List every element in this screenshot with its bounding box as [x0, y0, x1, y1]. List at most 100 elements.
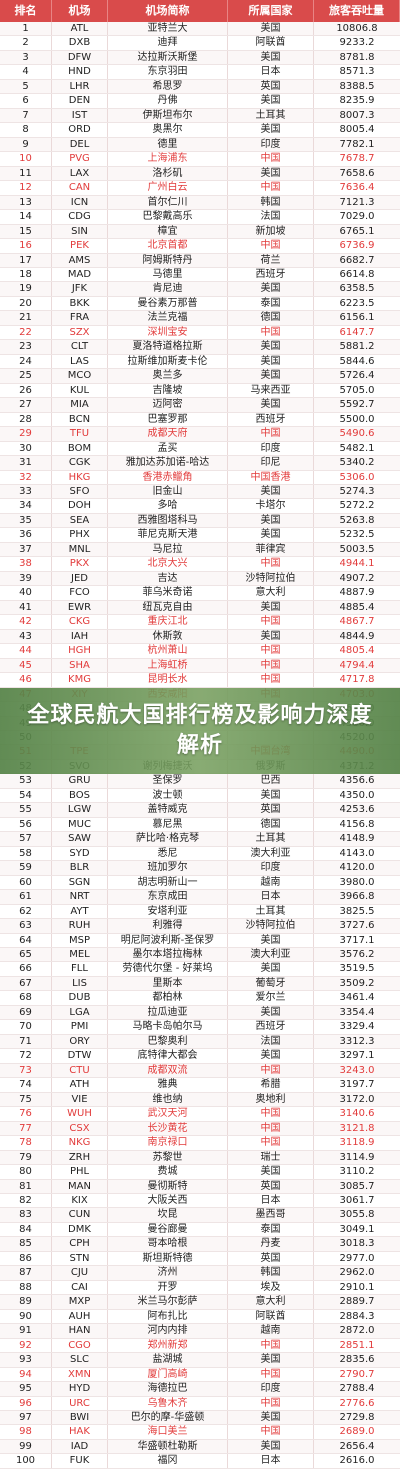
cell-code: FUK	[52, 1454, 108, 1468]
cell-rank: 43	[0, 629, 52, 644]
cell-rank: 79	[0, 1150, 52, 1165]
cell-code: HAK	[52, 1425, 108, 1439]
cell-code: DTW	[52, 1049, 108, 1063]
table-row: 4 HND 东京羽田 日本 8571.3	[0, 65, 400, 80]
cell-country: 美国	[228, 398, 314, 412]
cell-country: 印度	[228, 137, 314, 152]
cell-passengers: 2851.1	[339, 1339, 375, 1351]
cell-code: PMI	[52, 1020, 108, 1034]
cell-code: LAS	[52, 354, 108, 369]
cell-code: ATL	[52, 22, 108, 36]
table-row: 27 MIA 迈阿密 美国 5592.7	[0, 398, 400, 413]
cell-name: 萨比哈·格克琴	[108, 832, 228, 846]
cell-passengers: 3576.2	[339, 949, 375, 960]
cell-name: 杭州萧山	[108, 644, 228, 658]
cell-name: 曼谷廊曼	[108, 1222, 228, 1237]
cell-rank: 6	[0, 94, 52, 108]
cell-code: IST	[52, 108, 108, 123]
cell-passengers: 5003.5	[339, 543, 375, 555]
cell-code: SIN	[52, 224, 108, 239]
cell-rank: 21	[0, 311, 52, 325]
table-row: 78 NKG 南京禄口 中国 3118.9	[0, 1136, 400, 1151]
cell-passengers: 4717.8	[339, 674, 375, 686]
cell-code: SEA	[52, 513, 108, 528]
cell-name: 拉斯维加斯麦卡伦	[108, 354, 228, 369]
cell-rank: 97	[0, 1411, 52, 1425]
cell-rank: 17	[0, 253, 52, 267]
cell-passengers: 3172.0	[339, 1093, 375, 1105]
cell-name: 底特律大都会	[108, 1049, 228, 1063]
cell-name: 墨尔本塔拉梅林	[108, 948, 228, 962]
cell-name: 巴黎戴高乐	[108, 210, 228, 224]
cell-rank: 40	[0, 586, 52, 600]
table-row: 91 HAN 河内内排 越南 2872.0	[0, 1324, 400, 1339]
table-row: 34 DOH 多哈 卡塔尔 5272.2	[0, 499, 400, 514]
cell-rank: 70	[0, 1020, 52, 1034]
cell-passengers: 5844.6	[339, 355, 375, 367]
cell-code: PVG	[52, 152, 108, 166]
table-row: 76 WUH 武汉天河 中国 3140.6	[0, 1107, 400, 1122]
cell-code: MEL	[52, 948, 108, 962]
table-row: 62 AYT 安塔利亚 土耳其 3825.5	[0, 904, 400, 920]
cell-code: SAW	[52, 832, 108, 846]
cell-code: ATH	[52, 1078, 108, 1092]
cell-name: 里斯本	[108, 976, 228, 991]
cell-name: 雅典	[108, 1078, 228, 1092]
cell-code: SLC	[52, 1353, 108, 1367]
cell-name: 大阪关西	[108, 1193, 228, 1208]
cell-code: ORY	[52, 1034, 108, 1049]
cell-passengers: 6223.5	[339, 297, 375, 309]
cell-code: HAN	[52, 1324, 108, 1338]
cell-code: IAD	[52, 1439, 108, 1454]
cell-name: 巴黎奥利	[108, 1034, 228, 1049]
table-row: 57 SAW 萨比哈·格克琴 土耳其 4148.9	[0, 832, 400, 847]
table-row: 55 LGW 盖特威克 英国 4253.6	[0, 803, 400, 818]
cell-rank: 84	[0, 1222, 52, 1237]
cell-rank: 99	[0, 1439, 52, 1454]
cell-name: 达拉斯沃斯堡	[108, 50, 228, 65]
cell-country: 越南	[228, 1324, 314, 1338]
cell-country: 日本	[228, 1193, 314, 1208]
cell-country: 希腊	[228, 1078, 314, 1092]
cell-code: CDG	[52, 210, 108, 224]
cell-country: 中国香港	[228, 470, 314, 484]
cell-country: 巴西	[228, 774, 314, 788]
cell-passengers: 6682.7	[339, 254, 375, 266]
cell-passengers: 4844.9	[339, 630, 375, 642]
cell-code: PKX	[52, 557, 108, 571]
table-row: 7 IST 伊斯坦布尔 土耳其 8007.3	[0, 108, 400, 124]
cell-country: 日本	[228, 890, 314, 904]
cell-passengers: 4794.4	[339, 659, 375, 671]
cell-passengers: 5274.3	[339, 486, 375, 497]
cell-country: 中国	[228, 644, 314, 658]
cell-name: 长沙黄花	[108, 1121, 228, 1136]
cell-name: 吉达	[108, 571, 228, 586]
table-row: 5 LHR 希思罗 英国 8388.5	[0, 79, 400, 95]
cell-name: 波士顿	[108, 788, 228, 803]
cell-rank: 61	[0, 890, 52, 904]
cell-rank: 100	[0, 1454, 52, 1468]
table-row: 23 CLT 夏洛特道格拉斯 美国 5881.2	[0, 340, 400, 355]
table-row: 25 MCO 奥兰多 美国 5726.4	[0, 369, 400, 384]
cell-name: 东京羽田	[108, 65, 228, 79]
cell-name: 上海浦东	[108, 152, 228, 166]
cell-passengers: 3980.0	[339, 876, 375, 888]
table-row: 56 MUC 慕尼黑 德国 4156.8	[0, 817, 400, 833]
table-row: 19 JFK 肯尼迪 美国 6358.5	[0, 282, 400, 297]
cell-name: 慕尼黑	[108, 817, 228, 832]
cell-rank: 10	[0, 152, 52, 166]
table-row: 72 DTW 底特律大都会 美国 3297.1	[0, 1049, 400, 1064]
cell-passengers: 3354.4	[339, 1006, 375, 1018]
cell-passengers: 4350.0	[339, 789, 375, 801]
cell-code: LAX	[52, 166, 108, 181]
cell-rank: 19	[0, 282, 52, 296]
cell-name: 成都天府	[108, 427, 228, 441]
cell-country: 中国	[228, 325, 314, 340]
cell-name: 明尼阿波利斯-圣保罗	[108, 933, 228, 947]
table-row: 99 IAD 华盛顿杜勒斯 美国 2656.4	[0, 1439, 400, 1455]
cell-country: 美国	[228, 485, 314, 499]
cell-code: WUH	[52, 1107, 108, 1121]
cell-code: CGK	[52, 456, 108, 470]
cell-name: 曼谷素万那普	[108, 296, 228, 311]
cell-code: PHX	[52, 528, 108, 542]
